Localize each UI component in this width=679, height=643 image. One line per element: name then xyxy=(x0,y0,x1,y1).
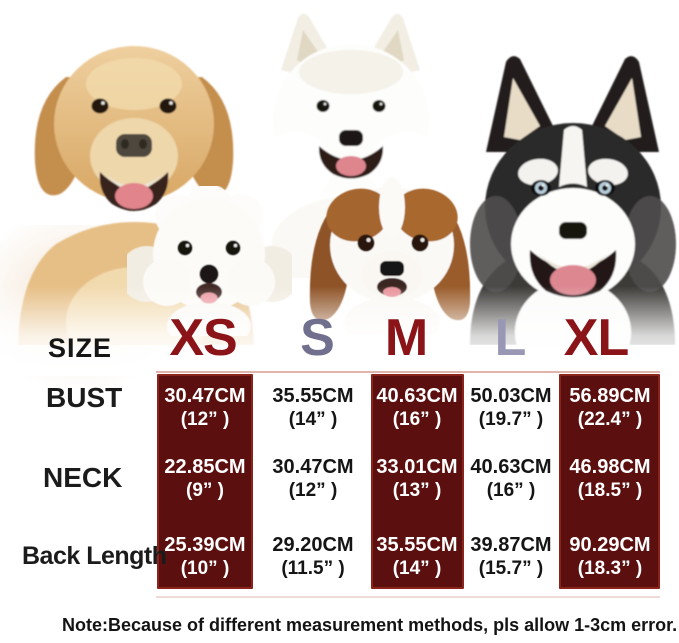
cell-bust-xl: 56.89CM (22.4” ) xyxy=(569,385,651,430)
cell-neck-m: 33.01CM (13” ) xyxy=(376,456,458,501)
row-label-bust: BUST xyxy=(46,382,123,413)
cell-bust-s: 35.55CM (14” ) xyxy=(272,385,354,430)
table-bottom-rule xyxy=(156,596,660,598)
size-letter-xs: XS xyxy=(169,309,237,367)
cell-back-length-m: 35.55CM (14” ) xyxy=(376,534,458,579)
size-letter-xl: XL xyxy=(563,309,629,367)
row-label-neck: NECK xyxy=(43,462,123,493)
size-row-label: SIZE xyxy=(48,333,113,363)
highlight-column-xl xyxy=(559,374,660,589)
photo-fade-overlay xyxy=(0,286,679,376)
cell-neck-xl: 46.98CM (18.5” ) xyxy=(569,456,651,501)
cell-neck-l: 40.63CM (16” ) xyxy=(470,456,552,501)
cell-bust-m: 40.63CM (16” ) xyxy=(376,385,458,430)
table-top-rule xyxy=(156,371,660,373)
cell-bust-xs: 30.47CM (12” ) xyxy=(164,385,246,430)
size-letter-m: M xyxy=(384,309,428,367)
cell-back-length-l: 39.87CM (15.7” ) xyxy=(470,534,552,579)
highlight-column-m xyxy=(371,374,464,589)
highlight-column-xs xyxy=(157,374,253,589)
cell-back-length-xs: 25.39CM (10” ) xyxy=(164,534,246,579)
cell-back-length-s: 29.20CM (11.5” ) xyxy=(272,534,354,579)
cell-neck-xs: 22.85CM (9” ) xyxy=(164,456,246,501)
measurement-note: Note:Because of different measurement me… xyxy=(62,615,678,635)
cell-back-length-xl: 90.29CM (18.3” ) xyxy=(569,534,651,579)
row-label-back-length: Back Length xyxy=(22,542,167,570)
size-letter-s: S xyxy=(300,309,335,367)
cell-bust-l: 50.03CM (19.7” ) xyxy=(470,385,552,430)
cell-neck-s: 30.47CM (12” ) xyxy=(272,456,354,501)
size-letter-l: L xyxy=(494,309,527,367)
